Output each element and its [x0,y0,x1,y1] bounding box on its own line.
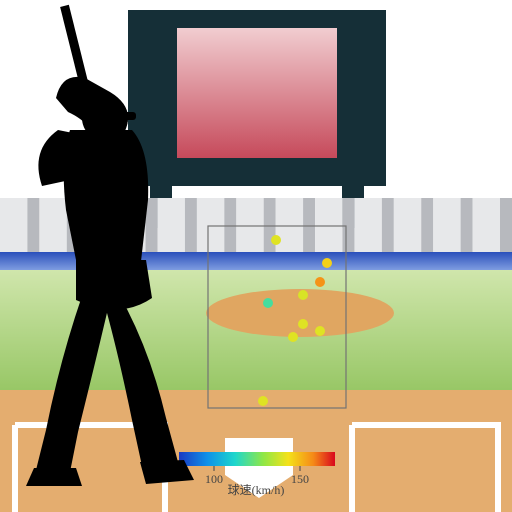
pitch-point [315,326,325,336]
pitch-point [258,396,268,406]
pitch-point [271,235,281,245]
pitch-point [263,298,273,308]
pitch-point [322,258,332,268]
pitch-point [315,277,325,287]
colorbar-axis-label: 球速(km/h) [228,483,285,497]
pitch-point [298,290,308,300]
pitch-point [288,332,298,342]
scoreboard-screen [177,28,337,158]
colorbar-tick-label: 100 [205,472,223,486]
colorbar-tick-label: 150 [291,472,309,486]
pitch-point [298,319,308,329]
colorbar [179,452,335,466]
